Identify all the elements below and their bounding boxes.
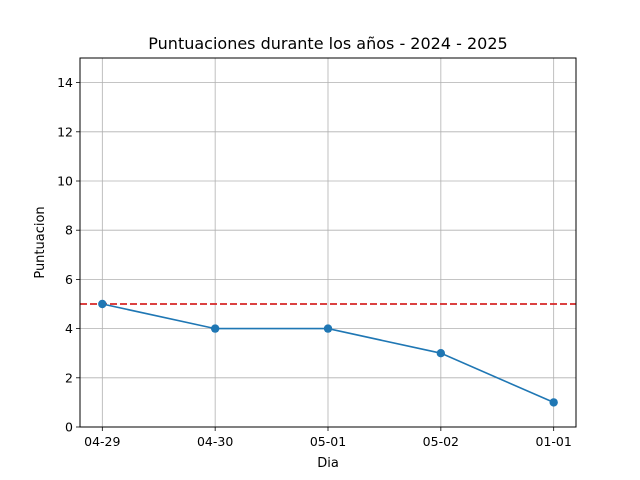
x-tick-label: 05-02 xyxy=(423,434,459,449)
data-point xyxy=(436,349,446,358)
x-tick-label: 04-30 xyxy=(197,434,233,449)
y-tick-label: 4 xyxy=(65,321,73,336)
x-tick-label: 04-29 xyxy=(84,434,120,449)
y-tick-label: 14 xyxy=(57,75,73,90)
y-tick-label: 10 xyxy=(57,174,73,189)
ticks: 04-29 04-30 05-01 05-02 01-01 0 2 4 6 8 10 12 14 xyxy=(57,75,572,449)
x-tick-label: 05-01 xyxy=(310,434,346,449)
y-tick-label: 12 xyxy=(57,124,73,139)
data-point xyxy=(549,398,558,407)
x-axis-label: Dia xyxy=(317,456,339,471)
y-tick-label: 6 xyxy=(65,272,73,287)
data-point xyxy=(210,324,220,333)
y-tick-label: 0 xyxy=(65,420,73,435)
data-point xyxy=(323,324,333,333)
chart-title: Puntuaciones durante los años - 2024 - 2… xyxy=(148,34,507,53)
y-tick-label: 8 xyxy=(65,223,73,238)
y-tick-label: 2 xyxy=(65,370,73,385)
y-axis-label: Puntuacion xyxy=(33,206,48,278)
x-tick-label: 01-01 xyxy=(536,434,572,449)
series-layer xyxy=(98,299,558,407)
data-point xyxy=(98,299,107,309)
